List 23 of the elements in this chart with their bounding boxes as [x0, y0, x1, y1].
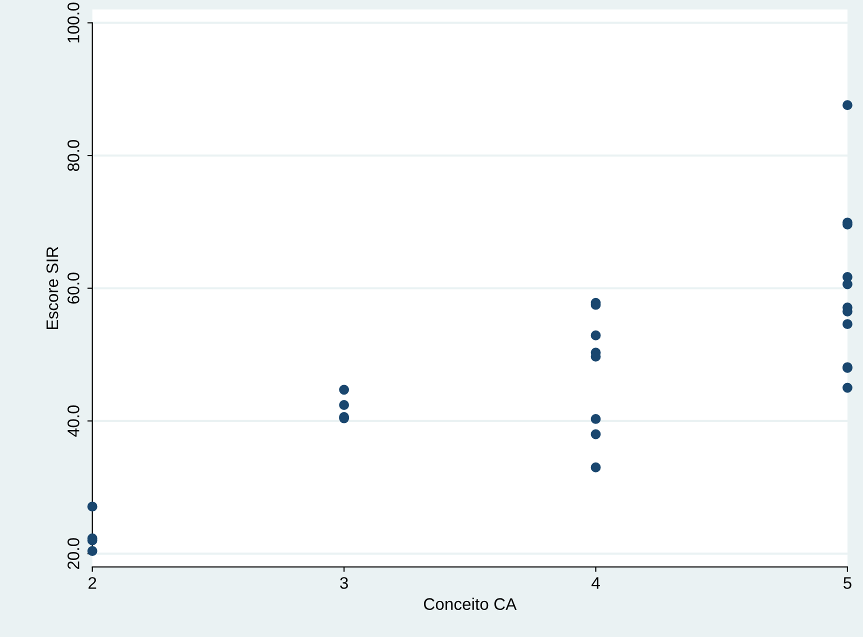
point	[590, 414, 601, 424]
point	[590, 462, 601, 472]
point	[842, 319, 852, 330]
point	[87, 546, 98, 556]
y-tick-label: 40.0	[68, 405, 80, 437]
point	[339, 400, 350, 410]
x-tick-label: 3	[340, 577, 348, 589]
x-tick-label: 4	[592, 577, 600, 589]
point	[87, 502, 98, 512]
point	[339, 384, 350, 395]
point	[842, 382, 852, 393]
point	[842, 100, 852, 110]
y-axis-title: Escore SIR	[46, 246, 58, 330]
x-axis-title: Conceito CA	[424, 598, 517, 610]
y-tick-label: 20.0	[68, 538, 80, 570]
point	[590, 429, 601, 440]
x-tick-label: 2	[88, 577, 96, 589]
point	[590, 330, 601, 340]
y-tick-label: 60.0	[68, 272, 80, 304]
x-tick-label: 5	[844, 577, 852, 589]
y-tick-label: 100.0	[68, 2, 80, 42]
point	[842, 279, 852, 290]
y-tick-label: 80.0	[68, 140, 80, 172]
